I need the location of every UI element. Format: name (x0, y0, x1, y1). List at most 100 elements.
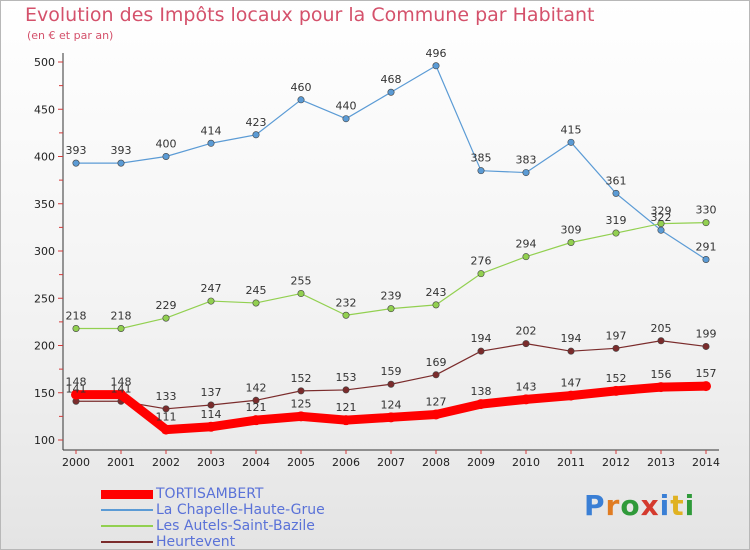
data-label: 245 (246, 284, 267, 297)
data-point (702, 256, 710, 264)
data-label: 255 (291, 275, 312, 288)
logo-letter: o (620, 489, 641, 522)
data-label: 205 (651, 322, 672, 335)
data-label: 383 (516, 154, 537, 167)
legend-swatch (101, 509, 153, 511)
data-label: 243 (426, 286, 447, 299)
data-point (386, 412, 396, 423)
data-point (162, 153, 170, 161)
data-label: 153 (336, 371, 357, 384)
data-label: 194 (561, 332, 582, 345)
data-label: 137 (201, 386, 222, 399)
data-point (341, 415, 351, 426)
y-tick-label: 100 (34, 434, 55, 447)
legend-label: La Chapelle-Haute-Grue (156, 502, 325, 518)
legend-swatch (101, 525, 153, 527)
data-point (567, 138, 575, 146)
data-point (567, 238, 575, 246)
y-tick-label: 250 (34, 292, 55, 305)
data-point (72, 159, 80, 167)
data-label: 141 (66, 382, 87, 395)
data-label: 415 (561, 123, 582, 136)
data-point (116, 389, 126, 400)
data-point (252, 131, 260, 139)
data-point (387, 88, 395, 96)
data-point (566, 390, 576, 401)
data-label: 322 (651, 211, 672, 224)
data-label: 330 (696, 204, 717, 217)
data-point (162, 405, 170, 413)
data-label: 141 (111, 382, 132, 395)
y-tick-label: 450 (34, 103, 55, 116)
data-point (117, 159, 125, 167)
data-point (521, 394, 531, 405)
data-label: 423 (246, 116, 267, 129)
logo-letter: x (640, 489, 660, 522)
data-labels-layer: 393 393 400 414 423 460 440 468 496 385 383 415 361 3… (66, 47, 717, 424)
data-point (206, 421, 216, 432)
data-label: 229 (156, 299, 177, 312)
data-point (612, 229, 620, 237)
x-tick-label: 2004 (242, 456, 270, 469)
data-point (162, 314, 170, 322)
series-line (75, 222, 707, 330)
data-label: 199 (696, 327, 717, 340)
y-tick-label: 150 (34, 387, 55, 400)
legend-swatch (101, 490, 153, 499)
data-point (296, 411, 306, 422)
data-label: 197 (606, 329, 627, 342)
chart-title: Evolution des Impôts locaux pour la Comm… (25, 4, 595, 26)
data-label: 148 (111, 376, 132, 389)
data-point (612, 189, 620, 197)
data-label: 309 (561, 223, 582, 236)
data-point (342, 386, 350, 394)
data-point (432, 371, 440, 379)
y-tick-label: 500 (34, 56, 55, 69)
data-label: 232 (336, 296, 357, 309)
data-point (207, 139, 215, 147)
data-label: 121 (336, 401, 357, 414)
data-label: 414 (201, 124, 222, 137)
data-point (71, 389, 81, 400)
data-label: 496 (426, 47, 447, 60)
x-tick-label: 2005 (287, 456, 315, 469)
data-label: 400 (156, 138, 177, 151)
chart-subtitle: (en € et par an) (27, 29, 114, 42)
data-point (252, 299, 260, 307)
data-label: 152 (606, 372, 627, 385)
data-label: 460 (291, 81, 312, 94)
data-label: 468 (381, 73, 402, 86)
x-tick-label: 2012 (602, 456, 630, 469)
data-label: 142 (246, 381, 267, 394)
x-tick-label: 2002 (152, 456, 180, 469)
data-point (432, 62, 440, 70)
data-point (522, 253, 530, 261)
data-point (252, 396, 260, 404)
data-label: 361 (606, 174, 627, 187)
data-point (251, 415, 261, 426)
data-label: 121 (246, 401, 267, 414)
data-point (476, 399, 486, 410)
x-tick-label: 2011 (557, 456, 585, 469)
y-tick-label: 300 (34, 245, 55, 258)
data-point (657, 226, 665, 234)
chart-axes: 100 150 200 250 300 350 400 450 500 2000 2001 2002 2… (34, 53, 720, 469)
series-layer (71, 62, 711, 435)
proxiti-logo: Proxiti (584, 489, 695, 522)
data-label: 247 (201, 282, 222, 295)
x-tick-label: 2000 (62, 456, 90, 469)
legend-label: Heurtevent (156, 534, 236, 550)
data-label: 294 (516, 238, 537, 251)
logo-letter: t (670, 489, 685, 522)
data-label: 276 (471, 255, 492, 268)
x-tick-label: 2013 (647, 456, 675, 469)
data-point (656, 382, 666, 393)
data-label: 147 (561, 377, 582, 390)
data-label: 319 (606, 214, 627, 227)
y-tick-label: 350 (34, 198, 55, 211)
data-label: 393 (111, 144, 132, 157)
data-point (611, 385, 621, 396)
y-tick-label: 400 (34, 151, 55, 164)
data-label: 114 (201, 408, 222, 421)
data-point (387, 380, 395, 388)
